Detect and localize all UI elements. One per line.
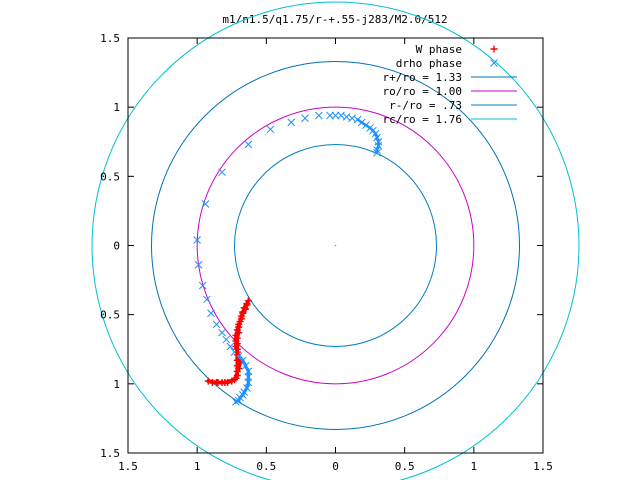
x-tick-label: 1.5 xyxy=(533,460,553,473)
drho-phase-point xyxy=(207,309,215,318)
drho-phase-point xyxy=(337,111,345,120)
drho-phase-point xyxy=(342,112,351,121)
drho-phase-point xyxy=(222,335,231,344)
radius-circle xyxy=(234,144,437,347)
legend-label: drho phase xyxy=(396,57,462,70)
x-tick-label: 1 xyxy=(471,460,478,473)
y-tick-label: 0 xyxy=(113,240,120,253)
y-tick-label: 1 xyxy=(113,101,120,114)
x-tick-label: 1.5 xyxy=(118,460,138,473)
drho-phase-point xyxy=(218,168,226,177)
x-tick-label: 1 xyxy=(194,460,201,473)
drho-phase-point xyxy=(202,295,211,304)
y-tick-label: 0.5 xyxy=(100,309,120,322)
legend-label: r-/ro = .73 xyxy=(389,99,462,112)
drho-phase-trace xyxy=(234,398,241,404)
drho-phase-point xyxy=(212,320,221,329)
y-tick-label: 1.5 xyxy=(100,32,120,45)
drho-phase-point xyxy=(301,114,309,123)
drho-phase-point xyxy=(226,342,235,351)
legend-label: ro/ro = 1.00 xyxy=(383,85,462,98)
x-tick-label: 0 xyxy=(332,460,339,473)
radius-circle xyxy=(91,1,580,480)
data-points xyxy=(193,111,383,406)
drho-phase-point xyxy=(244,140,253,149)
drho-phase-point xyxy=(198,281,207,290)
x-tick-label: 0.5 xyxy=(256,460,276,473)
radius-circle xyxy=(151,61,520,430)
legend-marker-sample xyxy=(490,45,498,53)
legend-label: r+/ro = 1.33 xyxy=(383,71,462,84)
drho-phase-point xyxy=(193,236,202,244)
drho-phase-point xyxy=(326,111,334,120)
drho-phase-point xyxy=(194,261,203,269)
drho-phase-point xyxy=(201,200,210,208)
x-tick-label: 0.5 xyxy=(395,460,415,473)
drho-phase-point xyxy=(348,114,356,123)
radius-circle xyxy=(196,106,475,385)
w-phase-trace xyxy=(243,303,249,311)
axis-ticks: 1.5 1 0.5 0 0.5 1 1.51.510.500.511.5 xyxy=(100,32,553,473)
drho-phase-point xyxy=(218,328,226,337)
drho-phase-point xyxy=(315,111,323,120)
y-tick-label: 1.5 xyxy=(100,447,120,460)
radius-circles xyxy=(91,1,580,480)
y-tick-label: 1 xyxy=(113,378,120,391)
center-point xyxy=(334,244,337,247)
y-tick-label: 0.5 xyxy=(100,170,120,183)
drho-phase-point xyxy=(331,111,340,120)
chart-title: m1/n1.5/q1.75/r-+.55-j283/M2.0/512 xyxy=(222,13,447,26)
legend-marker-sample xyxy=(490,59,498,67)
w-phase-trace xyxy=(232,366,241,382)
legend-label: W phase xyxy=(416,43,462,56)
drho-phase-point xyxy=(287,118,296,127)
drho-phase-point xyxy=(266,125,275,134)
legend-label: rc/ro = 1.76 xyxy=(383,113,462,126)
